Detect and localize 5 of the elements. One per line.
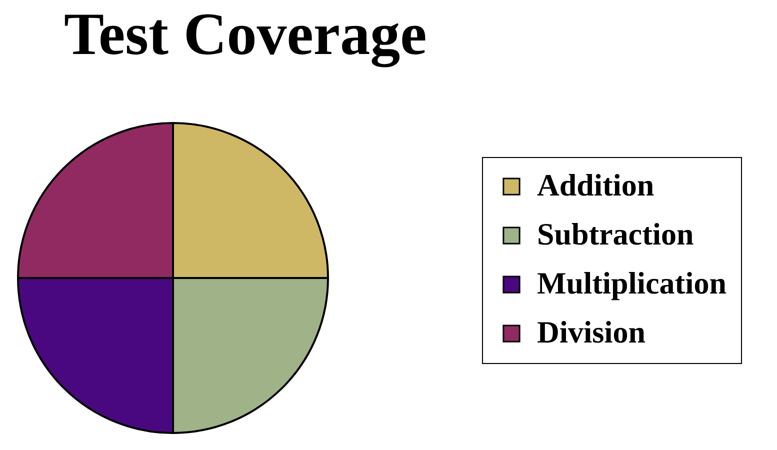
- legend-label: Multiplication: [537, 266, 726, 300]
- legend-label: Addition: [537, 168, 654, 202]
- legend-label: Division: [537, 314, 646, 350]
- chart-title: Test Coverage: [64, 1, 427, 68]
- legend-label: Subtraction: [537, 216, 694, 252]
